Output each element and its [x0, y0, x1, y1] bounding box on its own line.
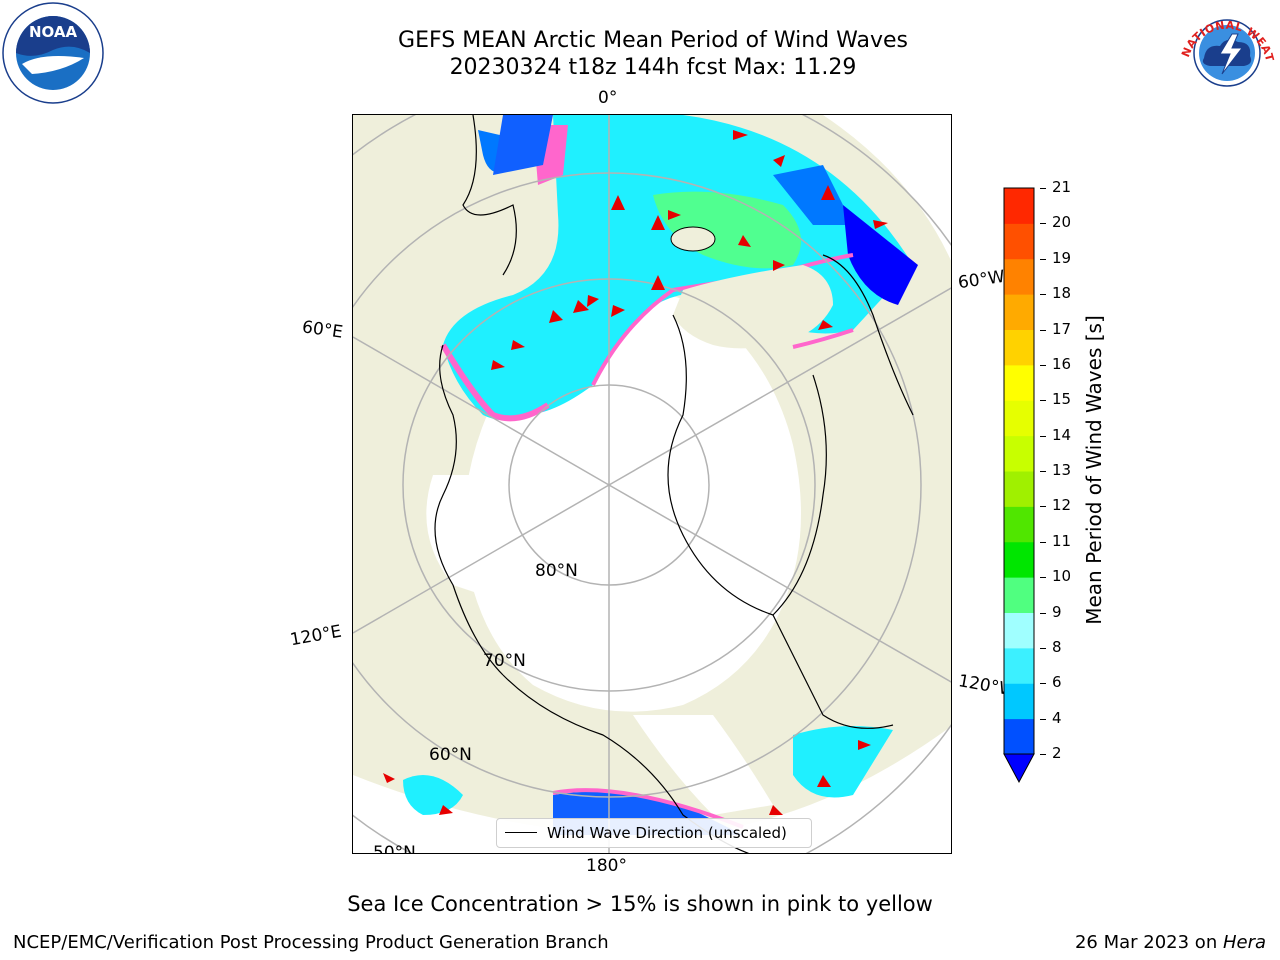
footer-host: Hera	[1222, 932, 1266, 953]
polar-map: 80°N 70°N 60°N 50°N	[352, 114, 952, 854]
colorbar-segment	[1004, 541, 1034, 578]
colorbar-tick-mark	[1040, 435, 1046, 437]
colorbar-segment	[1004, 612, 1034, 649]
lon-label-left-upper: 60°E	[300, 317, 345, 343]
colorbar-tick-mark	[1040, 683, 1046, 685]
chart-subtitle: 20230324 t18z 144h fcst Max: 11.29	[449, 55, 857, 80]
lon-label-top: 0°	[598, 88, 618, 108]
colorbar-tick-mark	[1040, 400, 1046, 402]
colorbar-segment	[1004, 683, 1034, 720]
colorbar-tick-label: 6	[1052, 673, 1062, 692]
colorbar-segment	[1004, 435, 1034, 472]
colorbar-tick-mark	[1040, 647, 1046, 649]
colorbar-tick-label: 2	[1052, 744, 1062, 762]
colorbar-tick-mark	[1040, 471, 1046, 472]
colorbar-tick-mark	[1040, 612, 1046, 614]
colorbar-tick-mark	[1040, 577, 1046, 579]
colorbar-tick-mark	[1040, 188, 1046, 189]
lat-label-70: 70°N	[483, 651, 526, 671]
colorbar-tick-label: 19	[1052, 248, 1072, 267]
colorbar-tick-label: 11	[1052, 531, 1072, 550]
colorbar-tick-label: 13	[1052, 461, 1072, 479]
waves-okhotsk	[403, 775, 463, 815]
colorbar-segment	[1004, 258, 1034, 295]
colorbar-segment	[1004, 223, 1034, 260]
lon-label-bottom: 180°	[586, 856, 627, 876]
lon-label-right-upper: 60°W	[956, 266, 1007, 294]
lon-label-left-lower: 120°E	[288, 621, 344, 651]
colorbar-extend-triangle	[1003, 753, 1035, 784]
colorbar	[1000, 186, 1040, 786]
footer-date: 26 Mar 2023 on Hera	[1075, 932, 1266, 953]
greenland	[673, 265, 833, 349]
colorbar-tick-label: 12	[1052, 496, 1072, 515]
colorbar-tick-label: 20	[1052, 213, 1072, 232]
coastlines	[434, 115, 914, 853]
colorbar-title: Mean Period of Wind Waves [s]	[1082, 315, 1106, 625]
colorbar-ticks: 2 4 6 8 9 10 11 12 13 14 15 16 17 18 19 20 21	[1040, 178, 1086, 762]
colorbar-segment	[1004, 400, 1034, 437]
colorbar-segment	[1004, 647, 1034, 684]
colorbar-tick-mark	[1040, 223, 1046, 225]
colorbar-segment	[1004, 329, 1034, 366]
colorbar-segment	[1004, 294, 1034, 330]
longitude-lines	[353, 115, 951, 853]
colorbar-tick-mark	[1040, 506, 1046, 508]
colorbar-tick-label: 10	[1052, 567, 1072, 586]
footer-producer: NCEP/EMC/Verification Post Processing Pr…	[13, 932, 609, 953]
colorbar-tick-mark	[1040, 541, 1046, 543]
colorbar-segment	[1004, 577, 1034, 613]
colorbar-tick-label: 17	[1052, 319, 1072, 338]
colorbar-tick-mark	[1040, 754, 1046, 755]
colorbar-segment	[1004, 364, 1034, 401]
lat-label-60: 60°N	[429, 745, 472, 765]
colorbar-tick-label: 4	[1052, 708, 1062, 727]
colorbar-tick-label: 8	[1052, 637, 1062, 656]
colorbar-segment	[1004, 718, 1034, 755]
colorbar-tick-label: 21	[1052, 178, 1072, 196]
colorbar-tick-mark	[1040, 258, 1046, 260]
colorbar-tick-mark	[1040, 329, 1046, 331]
colorbar-segment	[1004, 471, 1034, 507]
colorbar-tick-label: 14	[1052, 425, 1072, 444]
colorbar-segment	[1004, 506, 1034, 543]
colorbar-tick-mark	[1040, 718, 1046, 720]
colorbar-tick-label: 15	[1052, 390, 1072, 409]
wind-wave-arrows	[383, 130, 888, 815]
sea-ice-note: Sea Ice Concentration > 15% is shown in …	[347, 892, 933, 916]
colorbar-tick-label: 18	[1052, 284, 1072, 303]
map-legend: Wind Wave Direction (unscaled)	[496, 818, 812, 848]
legend-line-icon	[505, 832, 537, 833]
colorbar-tick-label: 16	[1052, 354, 1072, 373]
colorbar-tick-mark	[1040, 364, 1046, 366]
legend-label: Wind Wave Direction (unscaled)	[547, 824, 787, 842]
footer-date-text: 26 Mar 2023 on	[1074, 932, 1223, 953]
colorbar-tick-mark	[1040, 294, 1046, 296]
svg-text:NOAA: NOAA	[29, 23, 78, 41]
lat-label-50: 50°N	[373, 843, 416, 854]
colorbar-segment	[1004, 188, 1034, 224]
lat-label-80: 80°N	[535, 561, 578, 581]
nws-logo-icon: NATIONAL WEATHER SERVICE	[1171, 0, 1278, 104]
noaa-logo-icon: NOAA	[2, 2, 104, 104]
colorbar-tick-label: 9	[1052, 602, 1062, 621]
chart-title: GEFS MEAN Arctic Mean Period of Wind Wav…	[398, 28, 908, 53]
